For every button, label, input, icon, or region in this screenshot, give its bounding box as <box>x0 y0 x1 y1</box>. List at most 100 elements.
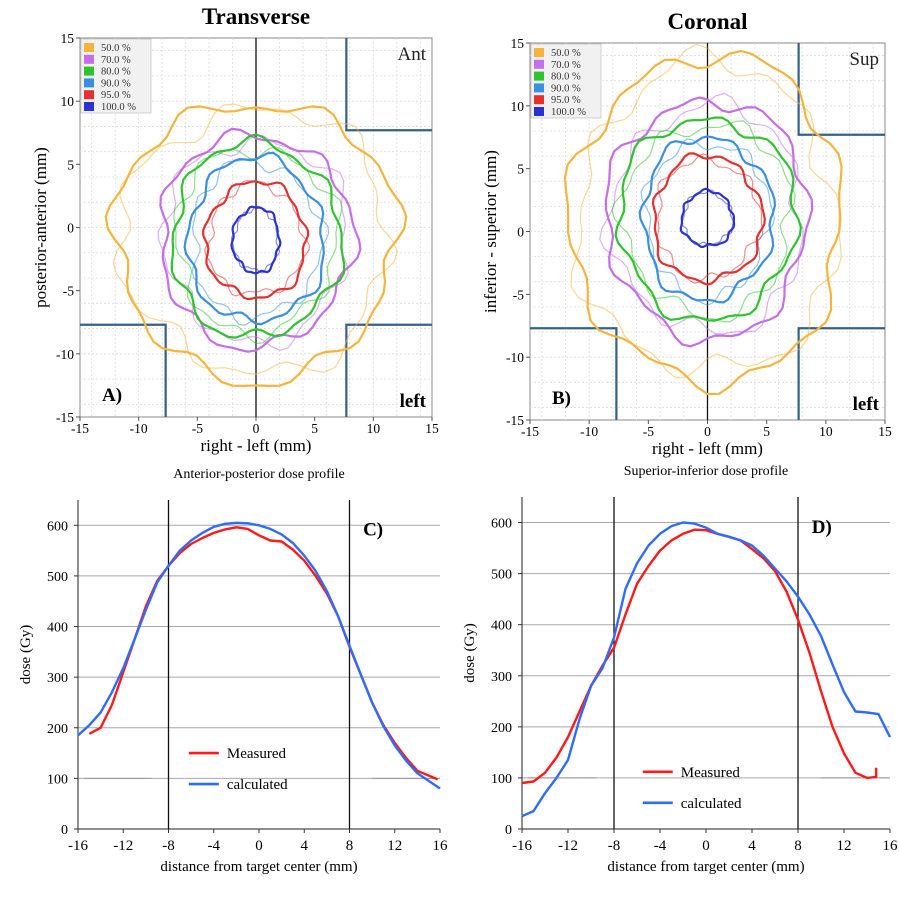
x-tick-label: 16 <box>433 838 449 854</box>
legend-swatch <box>534 59 544 69</box>
y-tick-label: 5 <box>517 162 524 177</box>
x-tick-label: 0 <box>702 838 710 854</box>
y-tick-label: 100 <box>47 772 68 787</box>
legend-swatch <box>534 95 544 105</box>
isodose-contour-900 <box>183 151 325 326</box>
legend-swatch <box>84 66 94 76</box>
panel-title: Superior-inferior dose profile <box>624 464 789 479</box>
isodose-contour-800 <box>614 116 802 322</box>
isodose-contour-1000-thin <box>230 205 281 274</box>
profile-panel-si: -16 -12 -8 -4 0 4 8 12 16 0 100 200 300 400 500 600 Meas… <box>462 464 898 875</box>
x-tick-label: 10 <box>367 421 381 436</box>
y-tick-label: 500 <box>491 568 512 583</box>
isodose-contour-1000 <box>679 187 736 248</box>
field-edge-line <box>530 43 885 420</box>
isodose-contour-700 <box>604 96 814 348</box>
contour-panel-transverse: 50.0 %70.0 %80.0 %90.0 %95.0 %100.0 % -15… <box>31 4 439 455</box>
legend-swatch <box>534 71 544 81</box>
y-tick-label: 0 <box>505 823 512 838</box>
isodose-contour-950-thin <box>656 153 764 284</box>
y-tick-label: 300 <box>491 670 512 685</box>
y-tick-label: 400 <box>47 621 68 636</box>
x-tick-label: -5 <box>192 421 203 436</box>
panel-title: Coronal <box>667 9 747 34</box>
y-tick-label: 300 <box>47 671 68 686</box>
legend-label: 50.0 % <box>551 48 581 59</box>
legend-label: 90.0 % <box>551 83 581 94</box>
y-tick-label: -5 <box>513 287 524 302</box>
y-tick-label: 400 <box>491 619 512 634</box>
legend-swatch <box>534 48 544 57</box>
y-tick-label: 200 <box>491 721 512 736</box>
x-tick-label: 8 <box>346 838 354 854</box>
x-tick-label: -16 <box>512 838 532 854</box>
legend-label: 90.0 % <box>101 78 131 89</box>
legend-label: 80.0 % <box>551 72 581 83</box>
legend-label: 95.0 % <box>101 90 131 101</box>
field-edge-line <box>80 38 432 417</box>
y-tick-label: 0 <box>61 823 68 838</box>
isodose-contour-950-thin <box>204 179 310 297</box>
isodose-contour-500 <box>104 105 408 387</box>
y-tick-label: 600 <box>47 519 68 534</box>
isodose-contour-1000-thin <box>680 189 734 247</box>
y-tick-label: 15 <box>61 31 75 46</box>
isodose-contour-700-thin <box>157 134 349 351</box>
x-tick-label: 0 <box>253 421 260 436</box>
y-axis-label: dose (Gy) <box>462 623 478 683</box>
corner-label-top: Sup <box>849 49 879 70</box>
series-line-calculated <box>77 521 441 790</box>
legend-label: 100.0 % <box>101 102 136 113</box>
x-tick-label: -15 <box>71 421 89 436</box>
panel-letter: B) <box>552 388 571 409</box>
y-tick-label: -10 <box>506 350 524 365</box>
series-line-calculated <box>521 521 892 818</box>
x-tick-label: -8 <box>162 838 175 854</box>
legend-label: Measured <box>227 746 287 762</box>
x-tick-label: -8 <box>608 838 621 854</box>
y-tick-label: 500 <box>47 570 68 585</box>
legend-label: 80.0 % <box>101 67 131 78</box>
x-tick-label: -12 <box>113 838 133 854</box>
legend-swatch <box>84 90 94 100</box>
y-tick-label: 100 <box>491 772 512 787</box>
legend-swatch <box>84 43 94 52</box>
x-tick-label: -10 <box>580 424 598 439</box>
contour-panel-coronal: 50.0 %70.0 %80.0 %90.0 %95.0 %100.0 % -15… <box>481 9 892 458</box>
isodose-contour-900-thin <box>640 138 776 306</box>
x-tick-label: 0 <box>255 838 263 854</box>
panel-title: Anterior-posterior dose profile <box>173 467 345 482</box>
x-tick-label: 10 <box>819 424 833 439</box>
isodose-contour-700-thin <box>599 92 804 335</box>
profile-panel-ap: -16 -12 -8 -4 0 4 8 12 16 0 100 200 300 400 500 600 Meas… <box>18 467 448 875</box>
legend-label: 70.0 % <box>101 55 131 66</box>
x-tick-label: 0 <box>704 424 711 439</box>
x-tick-label: 12 <box>837 838 852 854</box>
isodose-legend: 50.0 %70.0 %80.0 %90.0 %95.0 %100.0 % <box>80 38 152 114</box>
legend-label: 100.0 % <box>551 107 586 118</box>
y-tick-label: 0 <box>67 221 74 236</box>
legend-label: Measured <box>681 765 741 781</box>
isodose-legend: 50.0 %70.0 %80.0 %90.0 %95.0 %100.0 % <box>530 43 602 119</box>
x-axis-label: distance from target center (mm) <box>160 859 357 875</box>
y-axis-label: posterior-anterior (mm) <box>31 147 50 308</box>
x-tick-label: -4 <box>208 838 221 854</box>
x-tick-label: 8 <box>794 838 802 854</box>
y-tick-label: 0 <box>517 225 524 240</box>
legend-swatch <box>534 107 544 116</box>
isodose-contour-950 <box>202 180 310 301</box>
isodose-contour-800-thin <box>611 120 796 323</box>
corner-label-top: Ant <box>398 44 427 65</box>
panel-letter: A) <box>102 385 122 406</box>
isodose-contour-500 <box>563 49 843 396</box>
x-tick-label: -16 <box>68 838 88 854</box>
y-tick-label: -15 <box>56 410 74 425</box>
y-axis-label: inferior - superior (mm) <box>481 150 500 313</box>
y-tick-label: 10 <box>511 99 525 114</box>
x-tick-label: -10 <box>130 421 148 436</box>
isodose-contour-900-thin <box>191 157 330 326</box>
x-tick-label: 16 <box>883 838 899 854</box>
y-tick-label: -10 <box>56 347 74 362</box>
x-tick-label: 5 <box>311 421 318 436</box>
